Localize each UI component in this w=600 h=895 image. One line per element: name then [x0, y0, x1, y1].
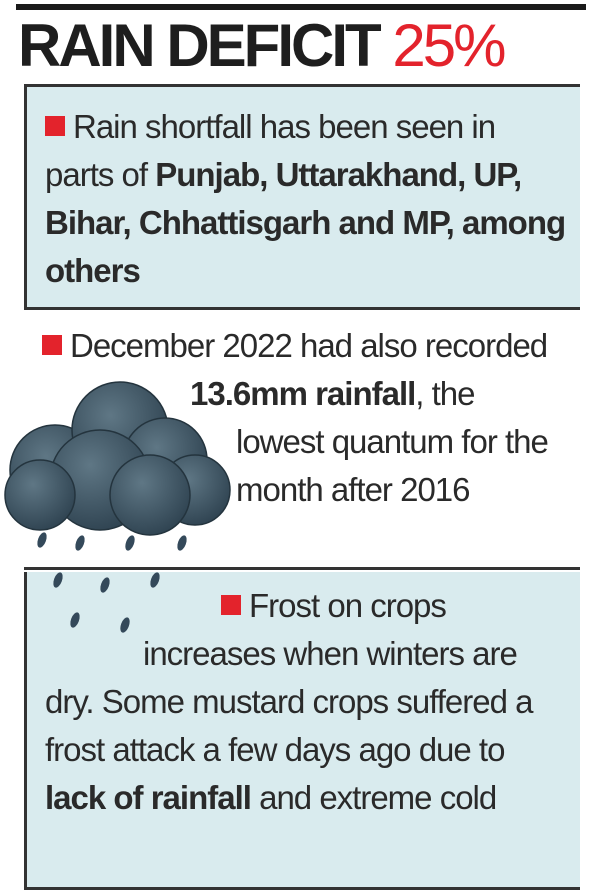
text: Frost on crops increases when winters ar… [45, 587, 534, 768]
figure: 25% [392, 12, 506, 79]
point-box: Rain shortfall has been seen in parts of… [24, 84, 580, 310]
bullet [221, 595, 241, 615]
text: Rain shortfall has been seen in parts of [45, 108, 496, 193]
bullet [45, 116, 65, 136]
bold-text: 13.6mm rainfall [190, 375, 416, 412]
point-box: December 2022 had also recorded 13.6mm r… [24, 312, 580, 570]
text: , the lowest quantum for the month after… [236, 375, 549, 508]
point: Rain shortfall has been seen in parts of… [45, 103, 566, 295]
text: December 2022 had also recorded [70, 327, 548, 364]
title: RAIN DEFICIT [18, 12, 382, 79]
text: and extreme cold [250, 779, 497, 816]
top-rule [16, 4, 586, 10]
bold-text: Punjab, Uttarakhand, UP, Bihar, Chhattis… [45, 156, 566, 289]
point: December 2022 had also recorded 13.6mm r… [42, 322, 566, 514]
point-box: Frost on crops increases when winters ar… [24, 572, 580, 890]
cloud-illustration [4, 381, 231, 633]
point: Frost on crops increases when winters ar… [45, 582, 566, 822]
bullet [42, 335, 62, 355]
bold-text: lack of rainfall [45, 779, 252, 816]
header: RAIN DEFICIT 25% [18, 12, 506, 79]
